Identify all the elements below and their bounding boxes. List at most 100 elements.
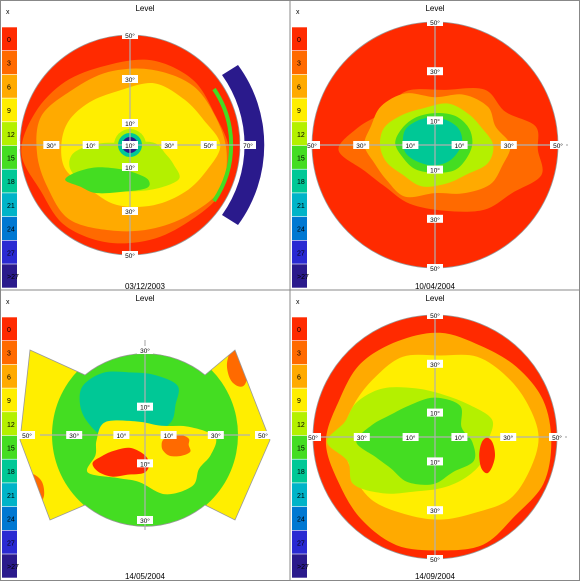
axis-tick-label-y: 10°	[140, 404, 150, 412]
axis-tick-label-x: 50°	[258, 432, 268, 440]
legend-label: 6	[7, 84, 11, 91]
axis-tick-label-x: 50°	[308, 434, 318, 442]
axis-tick-x: 30°	[66, 431, 83, 440]
axis-tick-bg	[19, 431, 35, 439]
legend-swatch	[292, 264, 307, 288]
legend-label: 21	[7, 203, 15, 210]
legend-label: 0	[297, 327, 301, 334]
axis-tick-label-x: 50°	[307, 142, 317, 150]
axis-tick-bg	[500, 433, 517, 441]
axis-tick-bg	[137, 402, 153, 411]
axis-tick-bg	[113, 431, 130, 439]
axis-tick-x: 10°	[160, 431, 177, 440]
contour-band	[92, 447, 150, 477]
legend-swatch	[2, 27, 17, 51]
axis-tick-y: 50°	[122, 31, 138, 40]
axis-tick-label-x: 30°	[504, 142, 514, 150]
axis-tick-label-x: 10°	[116, 432, 126, 440]
axis-tick-bg	[427, 18, 443, 26]
panel-date: 03/12/2003	[125, 282, 166, 291]
axis-tick-label-x: 10°	[164, 432, 174, 440]
legend-swatch	[292, 506, 307, 531]
legend-label: 9	[297, 108, 301, 115]
axis-tick-label-x: 10°	[86, 142, 96, 150]
axis-tick-label-y: 10°	[430, 117, 440, 125]
axis-tick-y: 50°	[427, 18, 443, 27]
axis-tick-bg	[122, 207, 138, 215]
legend-label: 24	[297, 227, 305, 234]
axis-tick-y: 10°	[427, 116, 443, 125]
heatmap-panel-2: Level 10/04/2004 50° 30° 10° 10° 30° 50° 50° 30° 1…	[302, 4, 568, 291]
axis-tick-bg	[402, 141, 419, 149]
axis-tick-y: 10°	[427, 408, 443, 418]
legend-swatch	[2, 74, 17, 99]
legend-swatch	[2, 145, 17, 170]
legend-swatch	[2, 388, 17, 412]
legend-swatch	[292, 169, 307, 193]
legend-swatch	[2, 554, 17, 578]
axis-tick-bg	[427, 555, 443, 563]
legend-swatch	[2, 216, 17, 241]
axis-tick-bg	[240, 141, 256, 149]
legend-label: 3	[297, 61, 301, 68]
axis-tick-x: 30°	[500, 433, 517, 442]
axis-tick-label-x: 30°	[211, 432, 221, 440]
legend-label: 9	[297, 398, 301, 405]
axis-tick-y: 30°	[427, 506, 443, 515]
legend-label: 18	[7, 469, 15, 476]
axis-tick-bg	[427, 67, 443, 76]
axis-tick-label-y: 10°	[125, 164, 135, 172]
axis-tick-y: 30°	[427, 67, 443, 76]
axis-tick-bg	[427, 264, 443, 272]
axis-tick-label-x: 30°	[356, 142, 366, 150]
axis-tick-bg	[353, 433, 370, 441]
axis-tick-label-y: 30°	[140, 347, 150, 355]
legend-label: 18	[297, 179, 305, 186]
legend-label: 6	[297, 374, 301, 381]
axis-tick-x: 50°	[200, 141, 217, 150]
axis-tick-bg	[427, 116, 443, 125]
axis-tick-bg	[82, 141, 99, 149]
axis-tick-y: 30°	[137, 516, 153, 525]
legend-label: >27	[7, 274, 19, 281]
axis-tick-label-x: 30°	[357, 434, 367, 442]
axis-tick-label-y: 10°	[125, 120, 135, 128]
axis-tick-bg	[427, 408, 443, 417]
legend-swatch	[2, 50, 17, 75]
legend-label: 15	[297, 446, 305, 453]
legend-label: 3	[7, 61, 11, 68]
axis-tick-y: 10°	[137, 459, 153, 468]
axis-tick-bg	[137, 346, 153, 354]
axis-tick-x: 10°	[402, 433, 419, 442]
legend-swatch	[292, 98, 307, 122]
legend-label: 12	[7, 132, 15, 139]
axis-tick-label-y: 30°	[125, 76, 135, 84]
axis-tick-bg	[122, 163, 138, 171]
axis-tick-label-x: 10°	[406, 434, 416, 442]
axis-tick-label-x: 10°	[455, 142, 465, 150]
legend-swatch	[292, 216, 307, 241]
axis-tick-bg	[137, 459, 153, 468]
axis-tick-bg	[66, 431, 83, 439]
axis-tick-label-x: 10°	[405, 142, 415, 150]
legend-swatch	[2, 482, 17, 507]
legend-label: 27	[7, 250, 15, 257]
axis-tick-x: 30°	[161, 141, 178, 150]
axis-tick-bg	[550, 141, 566, 149]
axis-tick-y: 50°	[427, 555, 443, 564]
axis-tick-bg	[122, 75, 138, 83]
legend-swatch	[2, 459, 17, 483]
axis-tick-bg	[255, 431, 271, 439]
axis-tick-bg	[549, 433, 565, 441]
axis-tick-bg	[427, 359, 443, 368]
axis-tick-y: 30°	[122, 75, 138, 84]
legend-label: >27	[297, 564, 309, 571]
axis-tick-label-x: 30°	[164, 142, 174, 150]
legend-label: 12	[297, 422, 305, 429]
legend-swatch	[292, 50, 307, 75]
axis-tick-bg	[427, 165, 443, 174]
axis-tick-bg	[500, 141, 517, 149]
axis-tick-x: 30°	[207, 431, 224, 440]
axis-tick-x: 10°	[402, 141, 419, 150]
